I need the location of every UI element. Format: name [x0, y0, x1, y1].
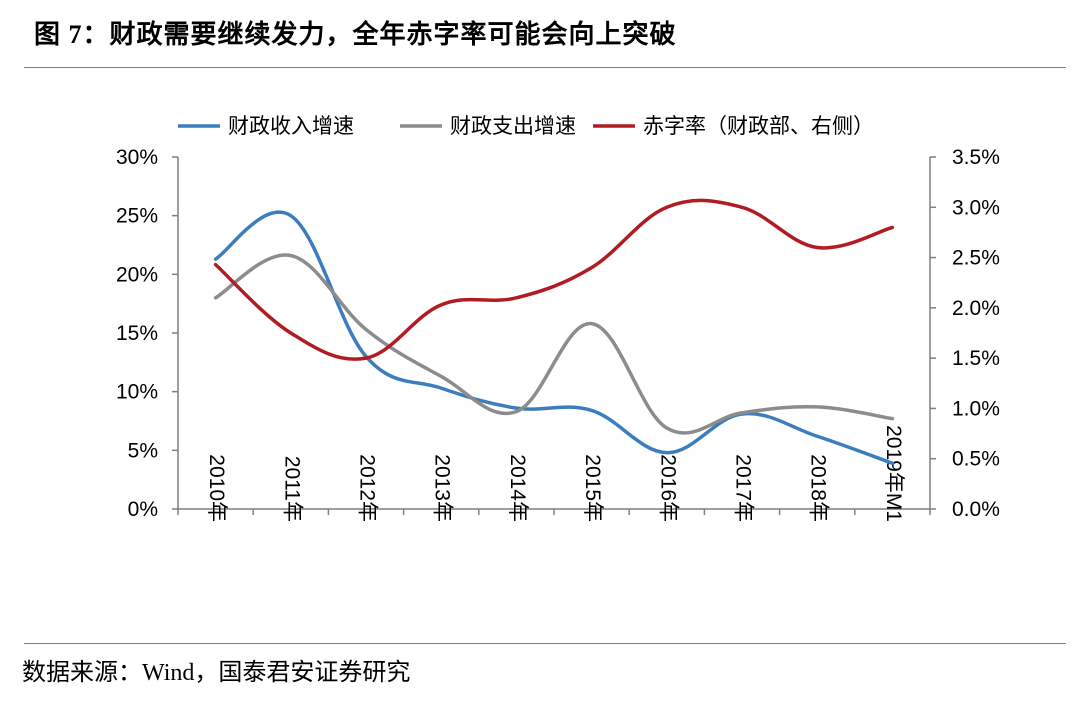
right-tick-label: 2.5% — [952, 247, 1000, 270]
left-tick-label: 25% — [116, 205, 158, 228]
x-tick-label: 2015年 — [581, 454, 604, 522]
title-divider — [24, 67, 1066, 68]
left-tick-label: 15% — [116, 322, 158, 345]
x-tick-label: 2014年 — [506, 454, 529, 522]
legend-label-3: 赤字率（财政部、右侧） — [643, 115, 874, 138]
left-tick-label: 30% — [116, 146, 158, 169]
chart-legend: 财政收入增速 财政支出增速 赤字率（财政部、右侧） — [178, 115, 874, 138]
right-tick-label: 2.0% — [952, 297, 1000, 320]
x-tick-label: 2010年 — [205, 454, 228, 522]
x-tick-label: 2011年 — [280, 456, 303, 522]
right-tick-label: 1.5% — [952, 347, 1000, 370]
right-tick-label: 0.5% — [952, 448, 1000, 471]
source-divider — [24, 643, 1066, 644]
right-tick-label: 3.5% — [952, 146, 1000, 169]
series-line-2 — [213, 253, 895, 435]
x-tick-label: 2019年M1 — [882, 425, 905, 522]
chart-series — [213, 198, 895, 465]
series-line-1 — [213, 210, 895, 465]
series-line-3 — [213, 198, 895, 361]
left-tick-label: 10% — [116, 381, 158, 404]
chart-axes: 0% 5% 10% 15% 20% 25% 30% 0.0% 0.5% 1.0% 1.5% 2.0% 2… — [116, 146, 1000, 522]
legend-label-1: 财政收入增速 — [228, 115, 354, 138]
x-tick-label: 2012年 — [355, 454, 378, 522]
x-tick-label: 2017年 — [731, 454, 754, 522]
left-tick-label: 5% — [128, 439, 158, 462]
data-source-note: 数据来源：Wind，国泰君安证券研究 — [22, 660, 411, 686]
right-tick-label: 3.0% — [952, 196, 1000, 219]
figure-title: 图 7：财政需要继续发力，全年赤字率可能会向上突破 — [34, 20, 677, 49]
x-tick-label: 2016年 — [656, 454, 679, 522]
right-tick-label: 1.0% — [952, 397, 1000, 420]
left-tick-label: 20% — [116, 263, 158, 286]
right-tick-label: 0.0% — [952, 498, 1000, 521]
x-tick-label: 2013年 — [431, 454, 454, 522]
legend-label-2: 财政支出增速 — [450, 115, 576, 138]
x-tick-label: 2018年 — [807, 454, 830, 522]
left-tick-label: 0% — [128, 498, 158, 521]
